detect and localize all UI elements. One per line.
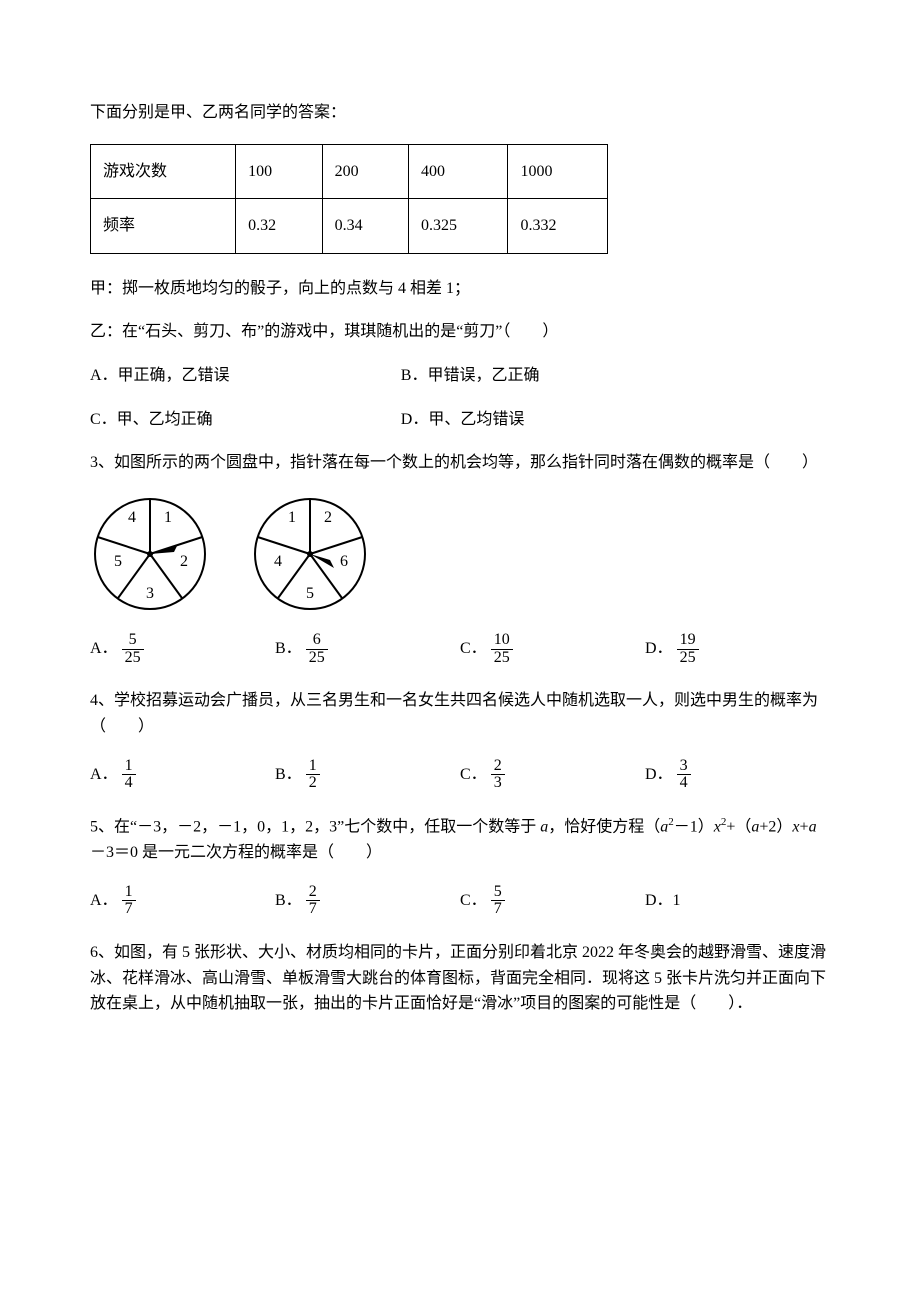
svg-text:2: 2 <box>180 553 188 570</box>
q2-opt-c: C．甲、乙均正确 <box>90 407 401 433</box>
q4-options: A． 14 B． 12 C． 23 D． 34 <box>90 758 830 793</box>
svg-text:1: 1 <box>288 509 296 526</box>
intro-text: 下面分别是甲、乙两名同学的答案： <box>90 100 830 126</box>
svg-text:6: 6 <box>340 553 348 570</box>
q5-opt-a: A． 17 <box>90 884 275 919</box>
q3-opt-b: B． 625 <box>275 632 460 667</box>
table-cell: 0.332 <box>508 199 608 254</box>
q2-opt-a: A．甲正确，乙错误 <box>90 363 401 389</box>
q5-opt-c: C． 57 <box>460 884 645 919</box>
q4-opt-a: A． 14 <box>90 758 275 793</box>
q2-options-row1: A．甲正确，乙错误 B．甲错误，乙正确 <box>90 363 830 389</box>
q2-options-row2: C．甲、乙均正确 D．甲、乙均错误 <box>90 407 830 433</box>
table-cell: 0.325 <box>409 199 508 254</box>
table-cell: 100 <box>236 144 322 199</box>
svg-text:1: 1 <box>164 509 172 526</box>
spinner-2: 2 6 5 4 1 <box>250 494 370 614</box>
table-cell: 200 <box>322 144 408 199</box>
table-cell: 0.32 <box>236 199 322 254</box>
q3-opt-c: C． 1025 <box>460 632 645 667</box>
q4-opt-d: D． 34 <box>645 758 830 793</box>
q4-opt-c: C． 23 <box>460 758 645 793</box>
table-row: 游戏次数 100 200 400 1000 <box>91 144 608 199</box>
svg-text:4: 4 <box>274 553 282 570</box>
q5-text: 5、在“－3，－2，－1，0，1，2，3”七个数中，任取一个数等于 a，恰好使方… <box>90 814 830 866</box>
q3-opt-d: D． 1925 <box>645 632 830 667</box>
q3-options: A． 525 B． 625 C． 1025 D． 1925 <box>90 632 830 667</box>
table-row: 频率 0.32 0.34 0.325 0.332 <box>91 199 608 254</box>
table-cell: 0.34 <box>322 199 408 254</box>
q5-opt-d: D．1 <box>645 884 830 919</box>
svg-text:4: 4 <box>128 509 136 526</box>
svg-text:2: 2 <box>324 509 332 526</box>
q3-text: 3、如图所示的两个圆盘中，指针落在每一个数上的机会均等，那么指针同时落在偶数的概… <box>90 450 830 476</box>
q4-opt-b: B． 12 <box>275 758 460 793</box>
frequency-table: 游戏次数 100 200 400 1000 频率 0.32 0.34 0.325… <box>90 144 608 254</box>
spinner-figures: 1 2 3 5 4 2 6 5 4 1 <box>90 494 830 614</box>
q3-opt-a: A． 525 <box>90 632 275 667</box>
q6-text: 6、如图，有 5 张形状、大小、材质均相同的卡片，正面分别印着北京 2022 年… <box>90 940 830 1017</box>
q5-options: A． 17 B． 27 C． 57 D．1 <box>90 884 830 919</box>
table-cell: 400 <box>409 144 508 199</box>
table-cell: 1000 <box>508 144 608 199</box>
svg-text:5: 5 <box>306 585 314 602</box>
q2-opt-d: D．甲、乙均错误 <box>401 407 830 433</box>
q2-stmt-yi: 乙：在“石头、剪刀、布”的游戏中，琪琪随机出的是“剪刀”（ ） <box>90 319 830 345</box>
q2-opt-b: B．甲错误，乙正确 <box>401 363 830 389</box>
table-cell: 频率 <box>91 199 236 254</box>
q2-stmt-jia: 甲：掷一枚质地均匀的骰子，向上的点数与 4 相差 1； <box>90 276 830 302</box>
svg-text:5: 5 <box>114 553 122 570</box>
spinner-1: 1 2 3 5 4 <box>90 494 210 614</box>
q4-text: 4、学校招募运动会广播员，从三名男生和一名女生共四名候选人中随机选取一人，则选中… <box>90 688 830 739</box>
table-cell: 游戏次数 <box>91 144 236 199</box>
svg-text:3: 3 <box>146 585 154 602</box>
q5-opt-b: B． 27 <box>275 884 460 919</box>
